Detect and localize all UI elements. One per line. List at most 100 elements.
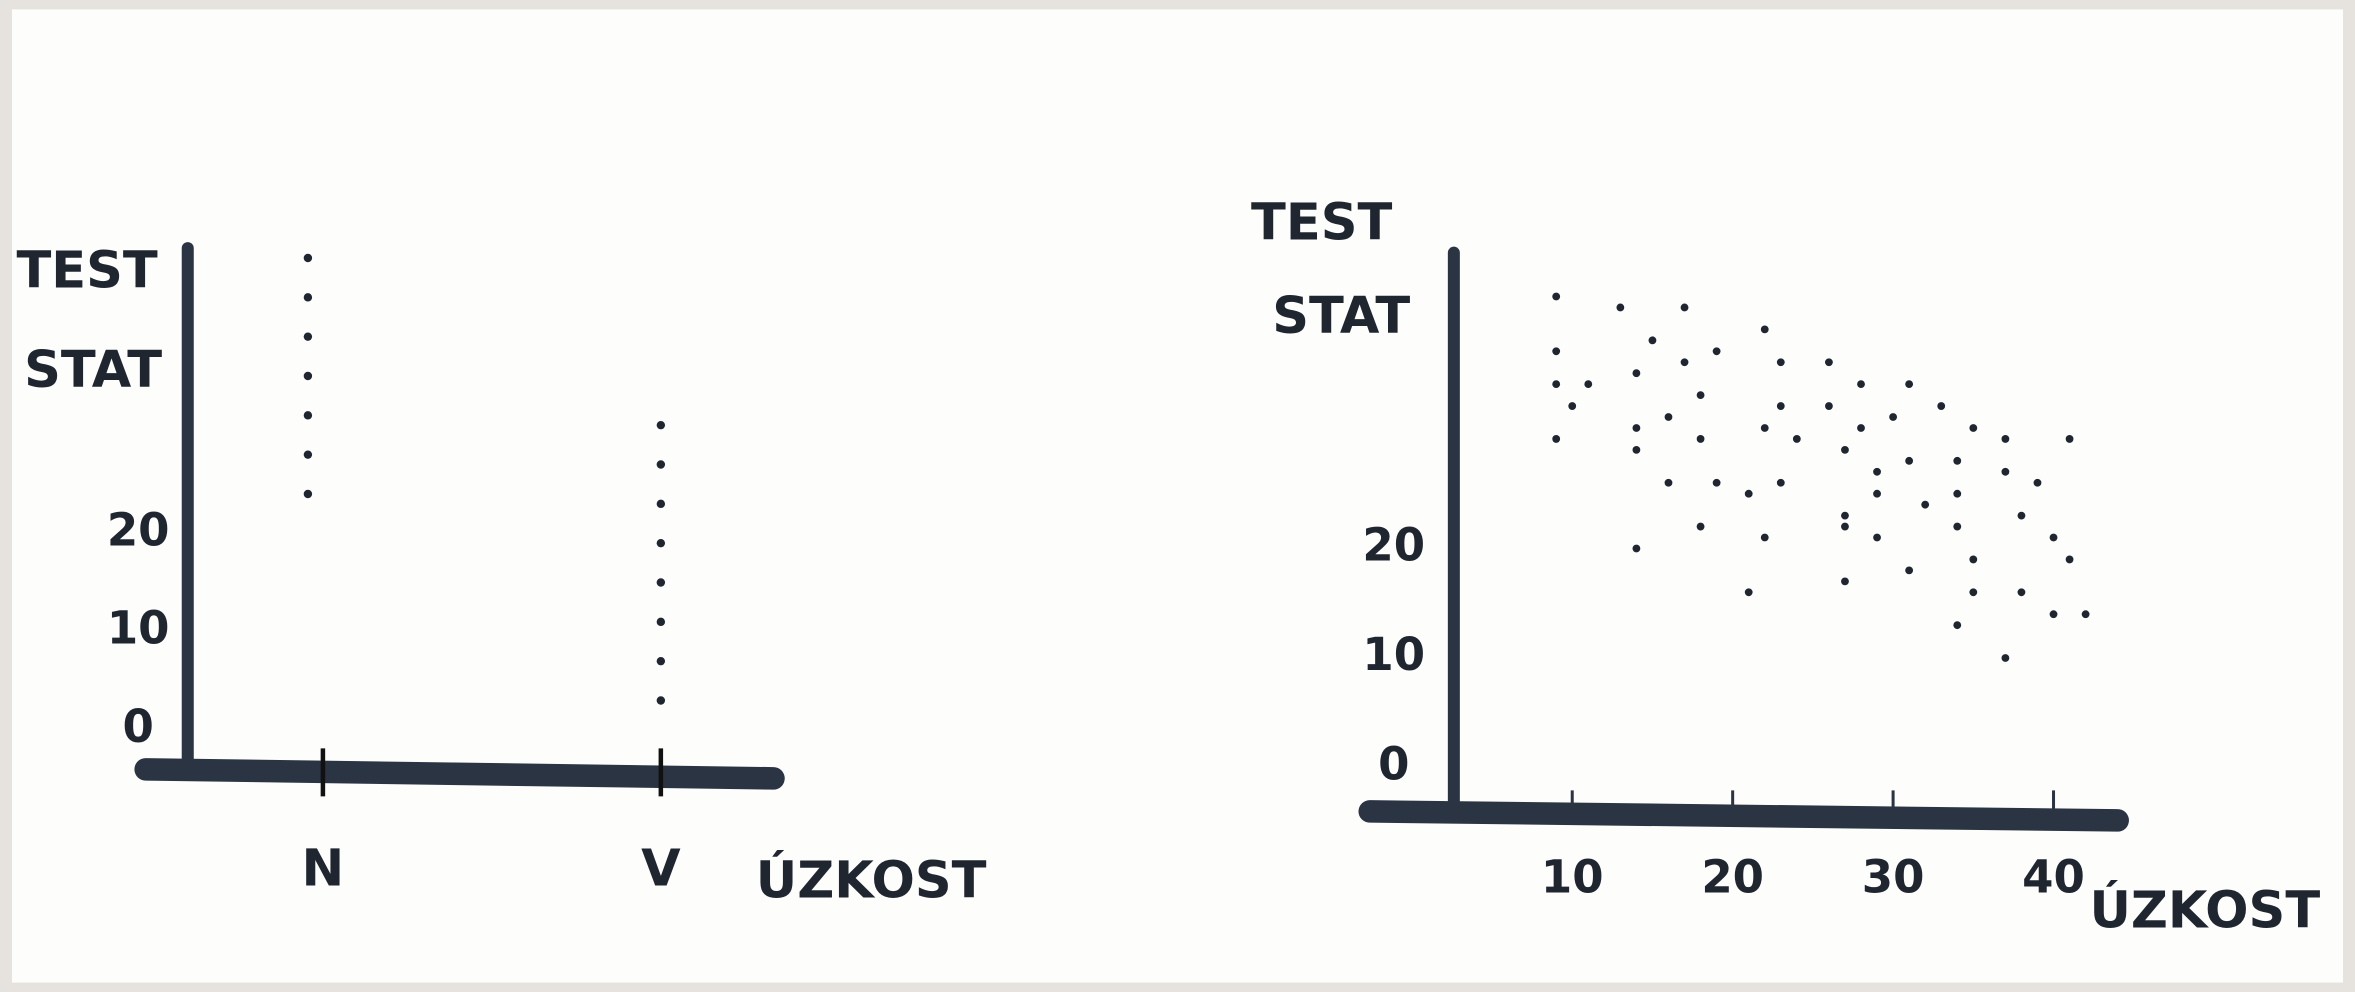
point xyxy=(2017,588,2026,597)
point xyxy=(303,332,313,341)
point xyxy=(1841,445,1849,454)
point xyxy=(1776,402,1785,410)
point xyxy=(1696,435,1705,443)
point xyxy=(1680,358,1689,367)
point xyxy=(1680,303,1689,312)
point xyxy=(656,420,666,430)
point xyxy=(1953,489,1962,498)
x-tick-label: 10 xyxy=(1541,850,1604,903)
point xyxy=(656,617,666,627)
point xyxy=(1552,292,1561,301)
point xyxy=(1841,577,1849,586)
point xyxy=(1552,380,1561,389)
y-tick-label: 20 xyxy=(1362,518,1425,571)
x-tick-label: 20 xyxy=(1701,850,1764,903)
point xyxy=(2001,435,2010,443)
point xyxy=(1552,435,1561,443)
point xyxy=(1905,380,1914,389)
point xyxy=(1857,424,1865,432)
point xyxy=(1760,325,1769,334)
point xyxy=(1664,478,1673,487)
point xyxy=(1696,522,1705,531)
point xyxy=(1792,435,1801,443)
y-tick-label: 20 xyxy=(107,503,170,556)
point xyxy=(1921,500,1930,509)
point xyxy=(1632,424,1641,432)
point xyxy=(656,460,666,469)
point xyxy=(2033,478,2042,487)
point xyxy=(1712,347,1721,356)
x-axis-label: ÚZKOST xyxy=(2089,880,2320,941)
point xyxy=(1825,402,1833,410)
point xyxy=(1760,533,1769,542)
point xyxy=(656,578,666,587)
point xyxy=(1696,391,1705,400)
point xyxy=(303,371,313,381)
point xyxy=(1648,336,1657,345)
point xyxy=(1905,456,1914,465)
point xyxy=(2001,467,2010,476)
point xyxy=(1664,413,1673,421)
y-tick-label: 0 xyxy=(123,700,154,753)
x-axis-label: ÚZKOST xyxy=(756,849,987,910)
point xyxy=(1873,489,1881,498)
x-tick-label: 30 xyxy=(1862,850,1925,903)
point xyxy=(656,656,666,666)
point xyxy=(2081,610,2090,619)
point xyxy=(2049,533,2058,542)
point xyxy=(303,293,313,302)
y-axis-label: TEST xyxy=(16,242,157,301)
point xyxy=(1953,456,1962,465)
y-axis-label: TEST xyxy=(1251,194,1392,253)
point xyxy=(1776,358,1785,367)
point xyxy=(1584,380,1593,389)
point xyxy=(1841,522,1849,531)
point xyxy=(656,499,666,509)
point xyxy=(1760,424,1769,432)
point xyxy=(1857,380,1865,389)
point xyxy=(1568,402,1577,410)
y-tick-label: 10 xyxy=(1362,628,1425,681)
point xyxy=(1953,621,1962,630)
point xyxy=(2065,435,2074,443)
point xyxy=(1632,369,1641,378)
point xyxy=(2049,610,2058,619)
point xyxy=(1873,467,1881,476)
point xyxy=(1969,588,1978,597)
point xyxy=(303,253,313,263)
point xyxy=(303,450,313,459)
y-axis-label: STAT xyxy=(1272,287,1410,346)
point xyxy=(303,489,313,499)
x-axis xyxy=(134,758,785,790)
x-axis xyxy=(1358,800,2129,832)
point xyxy=(1632,544,1641,553)
point xyxy=(1889,413,1897,421)
point xyxy=(1744,588,1753,597)
point xyxy=(1744,489,1753,498)
point xyxy=(1552,347,1561,356)
point xyxy=(1712,478,1721,487)
point xyxy=(1873,533,1881,542)
point xyxy=(1969,555,1978,564)
y-tick-label: 10 xyxy=(107,602,170,655)
point xyxy=(1825,358,1833,367)
x-tick-label: V xyxy=(641,839,681,898)
point xyxy=(1616,303,1625,312)
point xyxy=(2065,555,2074,564)
point xyxy=(1905,566,1914,575)
point xyxy=(1937,402,1946,410)
point xyxy=(656,538,666,548)
point xyxy=(1632,445,1641,454)
point xyxy=(1953,522,1962,531)
point xyxy=(1841,511,1849,520)
x-tick-label: N xyxy=(302,839,345,898)
point xyxy=(303,411,313,420)
y-axis-label: STAT xyxy=(24,341,162,400)
point xyxy=(1969,424,1978,432)
point xyxy=(2001,654,2010,662)
paper xyxy=(12,9,2343,983)
point xyxy=(656,696,666,705)
point xyxy=(2017,511,2026,520)
